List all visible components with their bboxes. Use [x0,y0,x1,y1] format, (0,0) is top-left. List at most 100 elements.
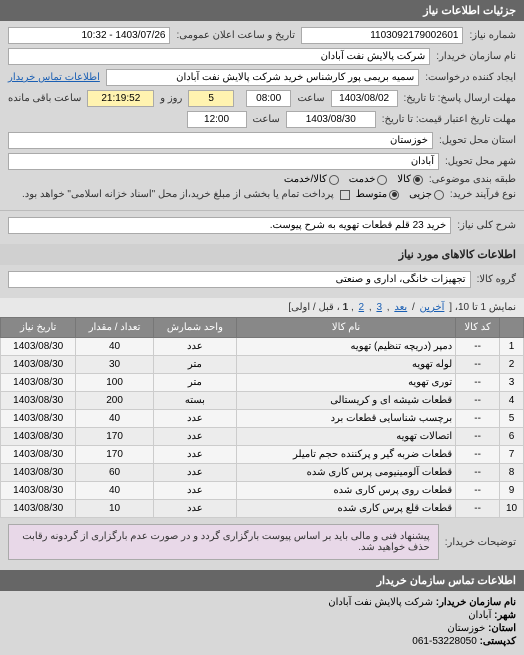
radio-goods-lbl: کالا [397,174,411,185]
requester-label: ایجاد کننده درخواست: [425,72,516,83]
cell-date: 1403/08/30 [1,464,76,482]
cell-name: اتصالات تهویه [236,428,455,446]
cell-n: 4 [500,392,524,410]
radio-mid[interactable] [389,190,399,200]
f-org: شرکت پالایش نفت آبادان [328,597,433,608]
type-label: طبقه بندی موضوعی: [429,174,516,185]
cell-name: توری تهویه [236,374,455,392]
cell-qty: 170 [76,428,153,446]
remain-time: 21:19:52 [87,90,154,107]
cell-qty: 200 [76,392,153,410]
cell-date: 1403/08/30 [1,338,76,356]
cell-code: -- [456,374,500,392]
cell-n: 9 [500,482,524,500]
table-row: 9--قطعات روی پرس کاری شدهعدد401403/08/30 [1,482,524,500]
pager-text2: ، قبل / اولی] [288,302,339,313]
cell-unit: عدد [153,482,236,500]
desc-area: شرح کلی نیاز: خرید 23 قلم قطعات تهویه به… [0,210,524,244]
col-name: نام کالا [236,318,455,338]
days-label: روز و [160,93,182,104]
cell-qty: 60 [76,464,153,482]
pager-p1: 1 [343,302,349,313]
cell-n: 8 [500,464,524,482]
f-city-lbl: شهر: [494,610,516,621]
cell-qty: 40 [76,338,153,356]
items-header: اطلاعات کالاهای مورد نیاز [0,244,524,265]
pager-next[interactable]: بعد [394,302,407,313]
remain-days: 5 [188,90,234,107]
desc-label: شرح کلی نیاز: [457,220,516,231]
remain-label: ساعت باقی مانده [8,93,81,104]
f-city: آبادان [468,610,491,621]
col-date: تاریخ نیاز [1,318,76,338]
note-text: پیشنهاد فنی و مالی باید بر اساس پیوست با… [8,524,439,560]
treasury-check[interactable] [340,190,350,200]
radio-mid-lbl: متوسط [356,189,387,200]
cell-qty: 40 [76,482,153,500]
cell-code: -- [456,338,500,356]
cell-unit: عدد [153,446,236,464]
cell-code: -- [456,428,500,446]
radio-service-lbl: خدمت [349,174,376,185]
cell-qty: 30 [76,356,153,374]
cell-code: -- [456,356,500,374]
radio-both[interactable] [329,175,339,185]
cell-date: 1403/08/30 [1,482,76,500]
f-state: خوزستان [447,623,485,634]
items-table: کد کالا نام کالا واحد شمارش تعداد / مقدا… [0,317,524,518]
cell-qty: 170 [76,446,153,464]
table-row: 7--قطعات ضربه گیر و پرکننده حجم تامیلرعد… [1,446,524,464]
cell-date: 1403/08/30 [1,446,76,464]
pager-last[interactable]: آخرین [420,302,445,313]
contact-footer-body: نام سازمان خریدار: شرکت پالایش نفت آبادا… [0,591,524,655]
buytype-radio-group: جزیی متوسط [356,189,444,200]
table-row: 6--اتصالات تهویهعدد1701403/08/30 [1,428,524,446]
type-radio-group: کالا خدمت کالا/خدمت [284,174,423,185]
cell-n: 10 [500,500,524,518]
cell-unit: عدد [153,338,236,356]
col-code: کد کالا [456,318,500,338]
f-org-lbl: نام سازمان خریدار: [436,597,516,608]
delivery-state: خوزستان [8,132,433,149]
f-post: 53228050-061 [412,636,477,647]
pager-p3[interactable]: 3 [376,302,382,313]
pubdate-label: تاریخ و ساعت اعلان عمومی: [176,30,295,41]
pager-text1: نمایش 1 تا 10، [ [449,302,516,313]
cell-name: برچسب شناسایی قطعات برد [236,410,455,428]
table-row: 8--قطعات آلومینیومی پرس کاری شدهعدد60140… [1,464,524,482]
cell-name: قطعات آلومینیومی پرس کاری شده [236,464,455,482]
validity-label: مهلت تاریخ اعتبار قیمت: تا تاریخ: [382,114,516,125]
desc-value: خرید 23 قلم قطعات تهویه به شرح پیوست. [8,217,451,234]
hour-label-1: ساعت [297,93,324,104]
cell-name: لوله تهویه [236,356,455,374]
group-area: گروه کالا: تجهیزات خانگی، اداری و صنعتی [0,265,524,298]
cell-unit: عدد [153,428,236,446]
cell-date: 1403/08/30 [1,392,76,410]
details-header: جزئیات اطلاعات نیاز [0,0,524,21]
cell-unit: متر [153,356,236,374]
buyer-note-area: توضیحات خریدار: پیشنهاد فنی و مالی باید … [0,518,524,570]
radio-goods[interactable] [413,175,423,185]
cell-code: -- [456,410,500,428]
col-unit: واحد شمارش [153,318,236,338]
pager-p2[interactable]: 2 [359,302,365,313]
delivery-city: آبادان [8,153,439,170]
cell-unit: عدد [153,464,236,482]
delivery-city-label: شهر محل تحویل: [445,156,516,167]
radio-small[interactable] [434,190,444,200]
cell-code: -- [456,464,500,482]
cell-n: 6 [500,428,524,446]
cell-date: 1403/08/30 [1,356,76,374]
deadline-label: مهلت ارسال پاسخ: تا تاریخ: [404,93,516,104]
cell-date: 1403/08/30 [1,428,76,446]
pager: نمایش 1 تا 10، [ آخرین / بعد , 3 , 2 , 1… [0,298,524,317]
radio-service[interactable] [377,175,387,185]
cell-qty: 40 [76,410,153,428]
cell-n: 3 [500,374,524,392]
contact-footer-header: اطلاعات تماس سازمان خریدار [0,570,524,591]
table-row: 10--قطعات قلع پرس کاری شدهعدد101403/08/3… [1,500,524,518]
cell-date: 1403/08/30 [1,374,76,392]
table-row: 3--توری تهویهمتر1001403/08/30 [1,374,524,392]
cell-n: 5 [500,410,524,428]
buyer-contact-link[interactable]: اطلاعات تماس خریدار [8,72,100,83]
